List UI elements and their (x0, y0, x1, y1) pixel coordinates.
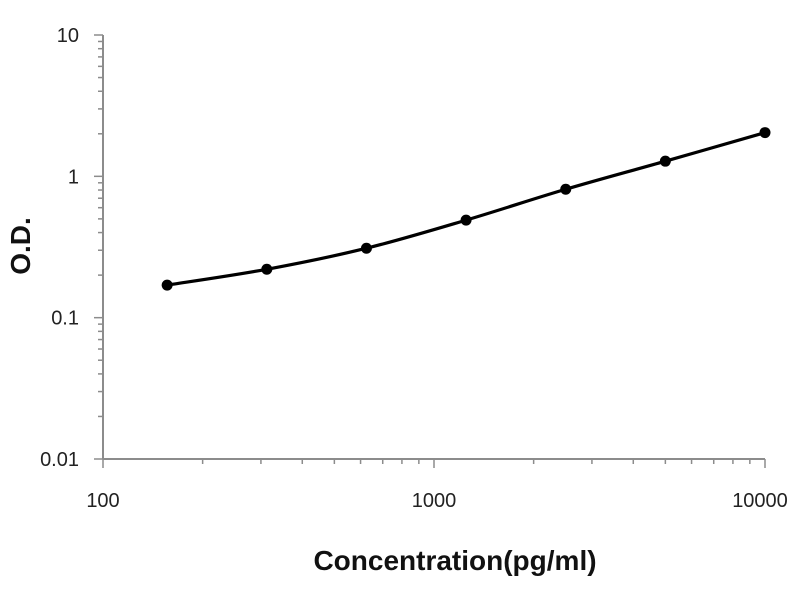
x-tick-label: 10000 (732, 490, 788, 512)
axes (102, 35, 765, 460)
axis-ticks (94, 34, 766, 468)
data-point (460, 214, 472, 226)
data-point (261, 263, 273, 275)
data-point (759, 127, 771, 139)
y-tick-label: 1 (68, 166, 79, 188)
tick-labels: 0.01 0.1 1 10 100 1000 10000 (40, 25, 788, 512)
x-tick-label: 100 (86, 490, 119, 512)
y-tick-label: 10 (57, 25, 79, 47)
data-point (659, 155, 671, 167)
y-tick-label: 0.01 (40, 449, 79, 471)
data-point (161, 279, 173, 291)
y-tick-label: 0.1 (51, 308, 79, 330)
data-point (360, 242, 372, 254)
y-axis-title: O.D. (5, 217, 36, 275)
x-tick-label: 1000 (412, 490, 457, 512)
data-point (560, 183, 572, 195)
x-axis-title: Concentration(pg/ml) (313, 545, 596, 576)
series-layer (161, 127, 771, 291)
series-line (165, 130, 767, 287)
